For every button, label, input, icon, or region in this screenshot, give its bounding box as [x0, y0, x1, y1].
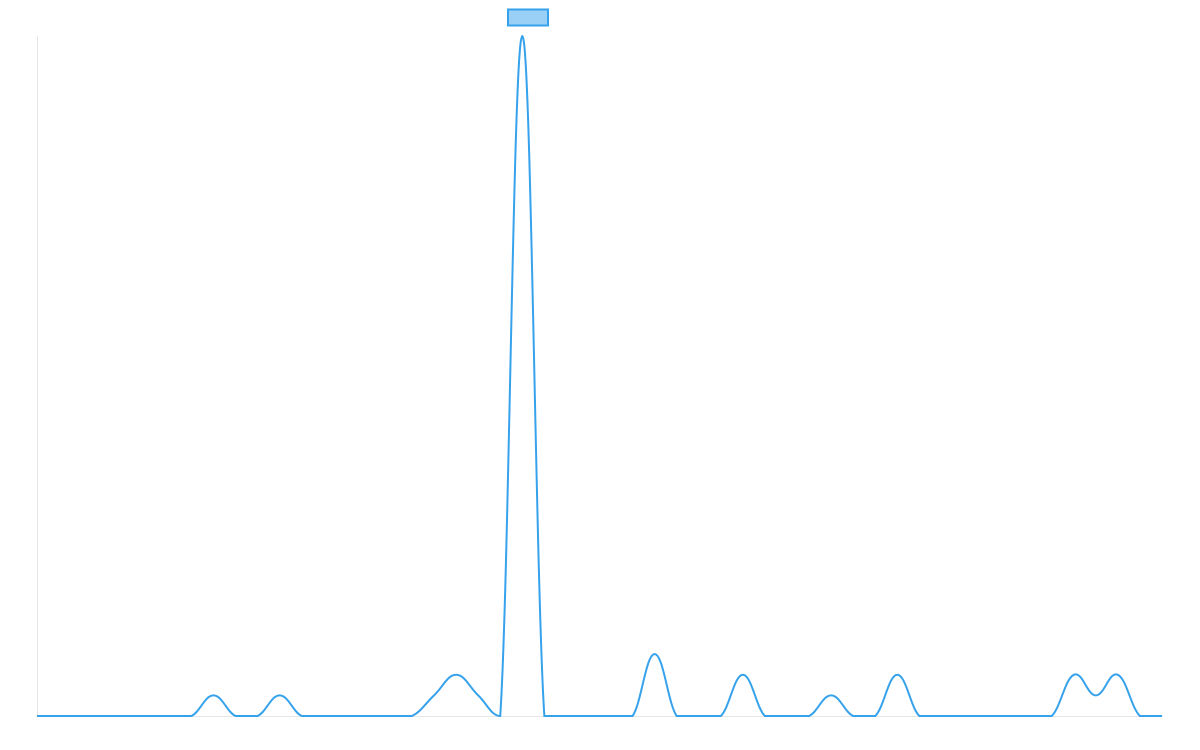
legend-swatch[interactable] [507, 8, 549, 27]
data-line [37, 34, 1162, 718]
